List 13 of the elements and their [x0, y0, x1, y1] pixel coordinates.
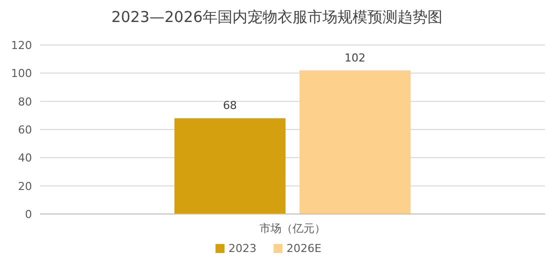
- y-tick-label: 20: [18, 180, 32, 193]
- y-tick-label: 60: [18, 124, 32, 136]
- y-tick-label: 100: [11, 67, 32, 80]
- y-tick-label: 120: [11, 39, 32, 52]
- data-label: 102: [344, 51, 366, 64]
- x-tick-label: 市场（亿元）: [260, 222, 326, 235]
- data-label: 68: [222, 99, 237, 112]
- legend-label: 2023: [228, 242, 256, 255]
- chart-title: 2023—2026年国内宠物衣服市场规模预测趋势图: [111, 8, 443, 26]
- y-tick-label: 80: [18, 95, 32, 108]
- legend-label: 2026E: [286, 242, 322, 255]
- y-tick-label: 0: [25, 208, 32, 221]
- y-tick-label: 40: [18, 152, 32, 165]
